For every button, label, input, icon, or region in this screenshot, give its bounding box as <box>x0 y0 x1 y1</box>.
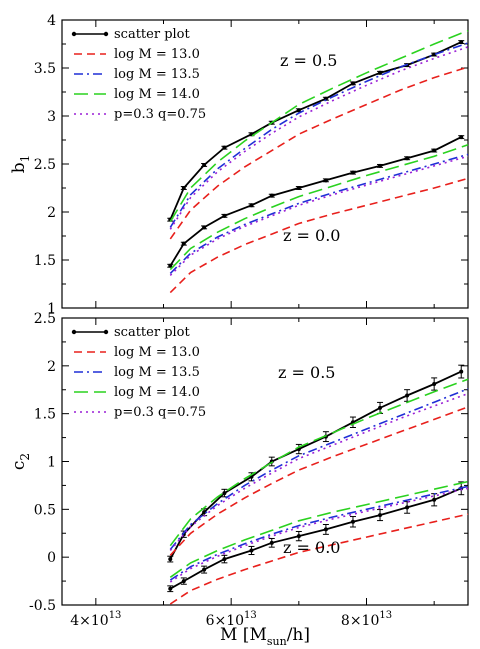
series-line <box>169 370 462 560</box>
x-tick-label: 4×1013 <box>70 610 121 629</box>
series-line <box>169 392 469 552</box>
data-point <box>432 497 437 502</box>
y-tick-label: 2.5 <box>34 157 56 173</box>
y-tick-label: 3.5 <box>34 61 56 77</box>
data-point <box>296 108 301 113</box>
data-point <box>323 178 328 183</box>
data-point <box>378 405 383 410</box>
data-point <box>202 162 207 167</box>
y-tick-label: 2 <box>47 205 56 221</box>
legend-entry: log M = 13.0 <box>114 345 200 360</box>
legend-entry: scatter plot <box>114 325 190 340</box>
panel-top-b1: 1 1.5 2 2.5 3 3.5 4 b1 z = 0.5 z = 0.0 scatter plo… <box>9 13 469 317</box>
data-point <box>405 393 410 398</box>
y-tick-label: 0.5 <box>34 502 56 518</box>
data-point <box>181 241 186 246</box>
legend-marker <box>103 329 109 335</box>
series-line <box>169 155 469 276</box>
data-point <box>181 579 186 584</box>
data-point <box>249 203 254 208</box>
series-line <box>169 46 469 230</box>
series-line <box>169 144 469 271</box>
data-point <box>249 548 254 553</box>
legend-entry: p=0.3 q=0.75 <box>114 405 206 420</box>
data-point <box>378 513 383 518</box>
data-point <box>378 70 383 75</box>
legend-marker <box>71 329 77 335</box>
data-point <box>181 186 186 190</box>
data-point <box>459 135 464 140</box>
series-line <box>169 406 469 556</box>
data-point <box>222 491 227 496</box>
series-line <box>169 42 469 228</box>
data-point <box>202 225 207 230</box>
legend-entry: log M = 14.0 <box>114 385 200 400</box>
data-point <box>432 382 437 387</box>
y-tick-label: -0.5 <box>29 598 56 614</box>
legend-entry: log M = 13.0 <box>114 47 200 62</box>
data-point <box>222 145 227 150</box>
y-tick-label: 1 <box>47 455 56 471</box>
data-point <box>459 40 464 45</box>
series-line <box>169 66 469 240</box>
y-tick-label: 4 <box>47 13 56 29</box>
legend-entry: log M = 13.5 <box>114 365 200 380</box>
legend-marker <box>71 31 77 37</box>
redshift-label: z = 0.0 <box>283 226 340 245</box>
y-tick-label: 2.5 <box>34 311 56 327</box>
legend-entry: log M = 14.0 <box>114 87 200 102</box>
data-point <box>459 369 464 374</box>
series-line <box>169 177 469 294</box>
y-tick-label: 1.5 <box>34 253 56 269</box>
series-line <box>169 388 469 551</box>
data-point <box>202 510 207 515</box>
y-tick-label: 3 <box>47 109 56 125</box>
data-point <box>168 557 173 562</box>
data-point <box>350 170 355 175</box>
y-tick-label: 1.5 <box>34 407 56 423</box>
series-line <box>169 480 469 578</box>
x-tick-label: 8×1013 <box>341 610 392 629</box>
data-point <box>202 567 207 572</box>
data-point <box>350 81 355 86</box>
series-line <box>169 29 469 223</box>
legend-entry: log M = 13.5 <box>114 67 200 82</box>
y-tick-label: 0 <box>47 550 56 566</box>
legend-entry: scatter plot <box>114 27 190 42</box>
data-point <box>168 586 173 591</box>
y-axis-label: b1 <box>9 155 32 174</box>
data-point <box>222 213 227 218</box>
data-point <box>269 193 274 198</box>
x-axis-label: M [Msun/h] <box>220 625 310 648</box>
data-point <box>432 148 437 153</box>
data-point <box>168 263 173 268</box>
legend-marker <box>103 31 109 37</box>
series-line <box>169 378 469 547</box>
redshift-label: z = 0.0 <box>283 538 340 557</box>
y-tick-label: 1 <box>47 301 56 317</box>
y-axis-label: c2 <box>9 453 32 470</box>
data-point <box>323 527 328 532</box>
data-point <box>378 163 383 168</box>
legend-entry: p=0.3 q=0.75 <box>114 107 206 122</box>
data-point <box>296 534 301 539</box>
data-point <box>350 519 355 524</box>
data-point <box>405 505 410 510</box>
data-point <box>222 557 227 562</box>
plot-frame <box>61 317 469 606</box>
data-point <box>269 540 274 545</box>
redshift-label: z = 0.5 <box>278 363 335 382</box>
data-point <box>405 156 410 161</box>
panel-bottom-c2: -0.5 0 0.5 1 1.5 2 2.5 c2 z = 0.5 z = 0.0 scatter … <box>9 311 469 648</box>
y-tick-label: 2 <box>47 359 56 375</box>
redshift-label: z = 0.5 <box>280 51 337 70</box>
series-line <box>169 513 469 605</box>
series-line <box>169 485 469 581</box>
data-point <box>296 186 301 190</box>
x-tick-label: 6×1013 <box>206 610 257 629</box>
